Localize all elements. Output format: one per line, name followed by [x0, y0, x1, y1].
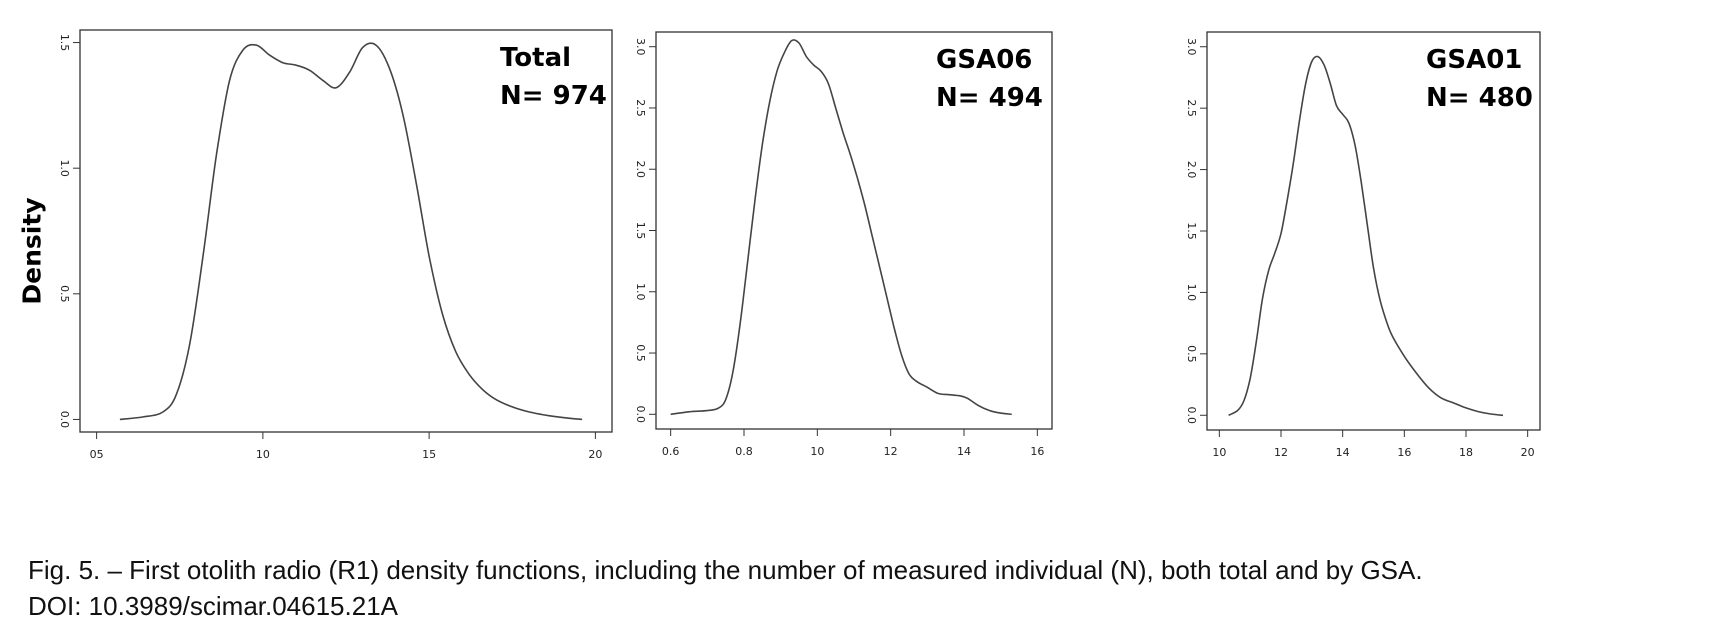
- density-curve: [670, 39, 1012, 416]
- y-tick-label: 2.0: [1185, 161, 1198, 179]
- x-tick-label: 10: [1212, 446, 1226, 459]
- x-tick-label: 0.8: [735, 445, 753, 458]
- y-tick-label: 1.0: [60, 159, 71, 177]
- density-curve: [1228, 55, 1504, 417]
- density-panel-1: 05 10 15 20 0.0 0.5 1.0 1.5 Total N= 974: [60, 29, 613, 461]
- caption-line-2: DOI: 10.3989/scimar.04615.21A: [28, 591, 399, 621]
- panel-annotation-group: GSA01: [1426, 45, 1522, 75]
- y-tick-label: 2.5: [634, 99, 647, 117]
- density-panel-2: 0.6 0.8 10 12 14 16 0.0 0.5 1.0 1.5 2.0 2.5 3.0 GSA06…: [634, 31, 1053, 458]
- y-tick-label: 0.5: [634, 344, 647, 362]
- y-tick-label: 1.5: [60, 34, 71, 52]
- y-tick-label: 3.0: [1185, 38, 1198, 56]
- x-tick-label: 05: [90, 448, 104, 461]
- x-tick-label: 20: [1521, 446, 1535, 459]
- x-tick-label: 20: [588, 448, 602, 461]
- panel-annotation-count: N= 494: [936, 83, 1043, 113]
- y-tick-label: 0.5: [60, 285, 71, 303]
- panel-annotation-count: N= 974: [500, 81, 607, 111]
- y-tick-label: 0.0: [1185, 407, 1198, 425]
- panel-annotation-group: GSA06: [936, 45, 1032, 75]
- y-tick-label: 1.0: [1185, 284, 1198, 302]
- x-tick-label: 15: [422, 448, 436, 461]
- y-tick-label: 1.0: [634, 283, 647, 301]
- x-tick-label: 12: [1274, 446, 1288, 459]
- x-tick-label: 12: [884, 445, 898, 458]
- x-tick-label: 10: [810, 445, 824, 458]
- x-tick-label: 0.6: [662, 445, 680, 458]
- x-tick-label: 10: [256, 448, 270, 461]
- y-axis-label-text: Density: [17, 197, 47, 305]
- density-curve: [119, 42, 583, 421]
- x-tick-label: 14: [957, 445, 971, 458]
- caption-line-1: Fig. 5. – First otolith radio (R1) densi…: [28, 555, 1423, 585]
- y-tick-label: 1.5: [634, 222, 647, 240]
- y-tick-label: 3.0: [634, 38, 647, 56]
- y-axis-label: Density: [12, 186, 52, 316]
- panel-annotation-group: Total: [500, 43, 571, 73]
- y-tick-label: 0.0: [634, 406, 647, 424]
- figure-caption: Fig. 5. – First otolith radio (R1) densi…: [28, 552, 1423, 624]
- x-tick-label: 16: [1030, 445, 1044, 458]
- y-tick-label: 2.5: [1185, 99, 1198, 117]
- y-tick-label: 0.0: [60, 411, 71, 429]
- x-tick-label: 16: [1397, 446, 1411, 459]
- x-tick-label: 18: [1459, 446, 1473, 459]
- y-tick-label: 0.5: [1185, 345, 1198, 363]
- panel-annotation-count: N= 480: [1426, 83, 1533, 113]
- y-tick-label: 1.5: [1185, 222, 1198, 240]
- x-tick-label: 14: [1336, 446, 1350, 459]
- density-panel-3: 10 12 14 16 18 20 0.0 0.5 1.0 1.5 2.0 2.5 3.0 GSA01 N=…: [1185, 31, 1541, 459]
- y-tick-label: 2.0: [634, 160, 647, 178]
- plot-frame: [79, 29, 613, 433]
